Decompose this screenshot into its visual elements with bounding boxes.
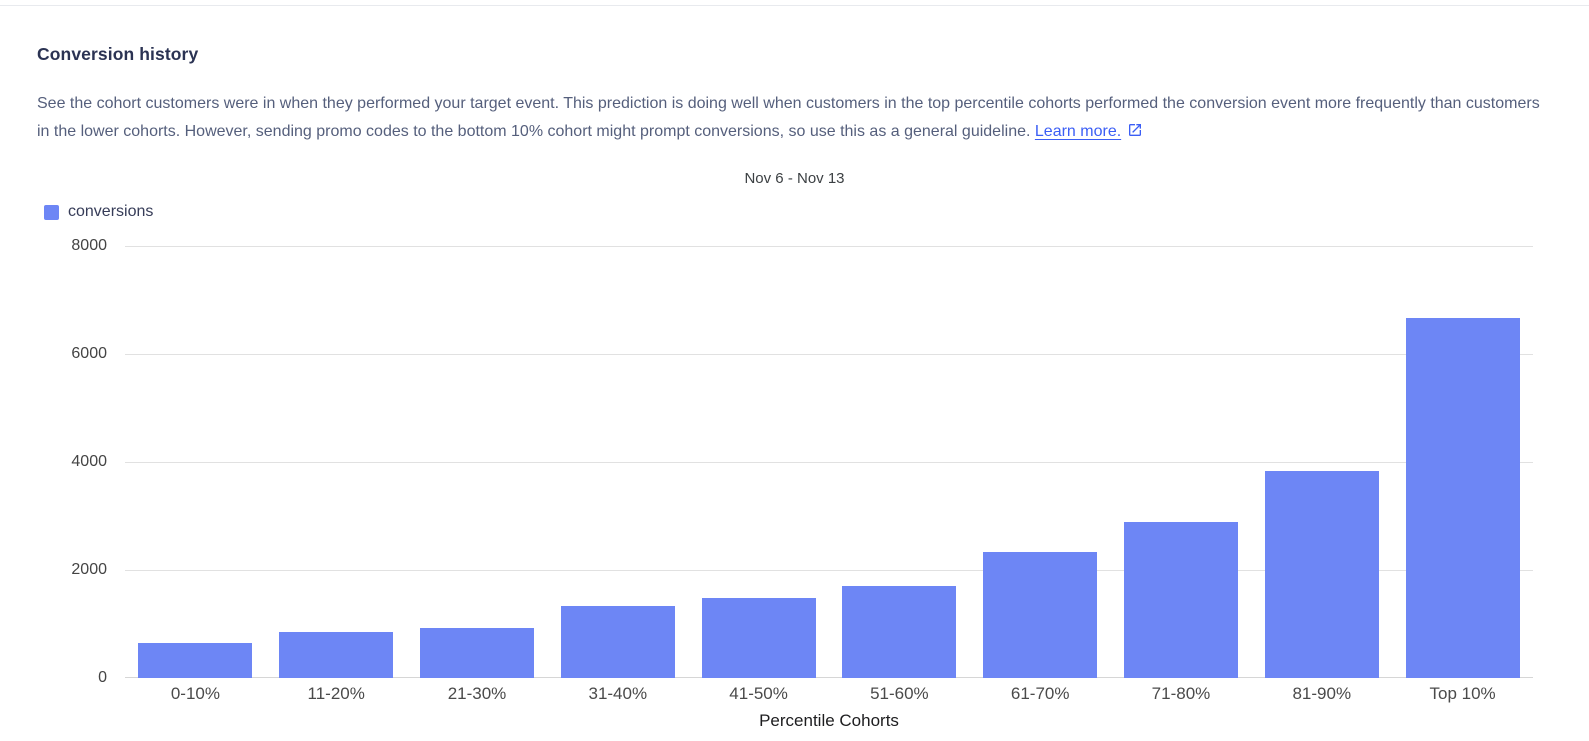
bar-slot xyxy=(266,246,407,678)
bar-slot xyxy=(125,246,266,678)
bar-31-40%[interactable] xyxy=(560,606,675,678)
legend-label: conversions xyxy=(68,203,154,220)
gridline-2000 xyxy=(125,570,1533,571)
bar-slot xyxy=(407,246,548,678)
x-axis-title: Percentile Cohorts xyxy=(759,711,899,730)
y-axis-labels: 0 2000 4000 6000 8000 xyxy=(0,237,115,686)
bar-slot xyxy=(829,246,970,678)
bar-41-50%[interactable] xyxy=(701,598,816,678)
bar-slot xyxy=(970,246,1111,678)
x-tick-label: 51-60% xyxy=(870,684,929,703)
bars-row xyxy=(125,246,1533,678)
learn-more-link[interactable]: Learn more. xyxy=(1034,122,1122,140)
bar-0-10%[interactable] xyxy=(138,642,253,678)
x-tick-label: 71-80% xyxy=(1151,684,1211,703)
legend-swatch xyxy=(44,204,59,220)
chart-title: Nov 6 - Nov 13 xyxy=(744,170,845,187)
y-tick-label: 8000 xyxy=(71,237,107,254)
x-tick-label: 41-50% xyxy=(729,684,788,703)
description-paragraph: See the cohort customers were in when th… xyxy=(37,90,1540,147)
conversion-history-chart: Nov 6 - Nov 13 conversions 0 2000 4000 6000… xyxy=(0,160,1589,730)
chart-legend: conversions xyxy=(44,203,153,221)
x-tick-label: 11-20% xyxy=(307,684,365,703)
y-tick-label: 0 xyxy=(98,669,107,686)
y-tick-label: 2000 xyxy=(71,561,107,578)
gridline-4000 xyxy=(125,462,1533,463)
x-tick-label: 81-90% xyxy=(1292,684,1352,703)
bar-Top 10%[interactable] xyxy=(1405,317,1520,678)
bar-slot xyxy=(1111,246,1252,678)
top-divider xyxy=(0,5,1589,6)
x-tick-label: Top 10% xyxy=(1429,684,1496,703)
bar-21-30%[interactable] xyxy=(419,627,534,678)
x-tick-label: 61-70% xyxy=(1010,684,1070,703)
external-link-icon[interactable] xyxy=(1127,120,1143,148)
x-tick-label: 21-30% xyxy=(447,684,507,703)
description-text: See the cohort customers were in when th… xyxy=(37,95,1540,140)
bar-slot xyxy=(1251,246,1392,678)
page-title: Conversion history xyxy=(37,44,199,64)
bar-slot xyxy=(1392,246,1533,678)
plot-area xyxy=(125,246,1533,678)
x-tick-label: 31-40% xyxy=(588,684,648,703)
y-tick-label: 6000 xyxy=(71,345,107,362)
bar-slot xyxy=(547,246,688,678)
x-tick-label: 0-10% xyxy=(170,684,220,703)
bar-81-90%[interactable] xyxy=(1264,471,1379,678)
bar-61-70%[interactable] xyxy=(983,552,1098,678)
y-tick-label: 4000 xyxy=(71,453,107,470)
bar-slot xyxy=(688,246,829,678)
gridline-6000 xyxy=(125,354,1533,355)
bar-51-60%[interactable] xyxy=(842,586,957,678)
x-axis-labels: 0-10% 11-20% 21-30% 31-40% 41-50% 51-60% 61-70… xyxy=(125,684,1533,704)
gridline-8000 xyxy=(125,246,1533,247)
bar-11-20%[interactable] xyxy=(279,632,394,678)
bar-71-80%[interactable] xyxy=(1123,521,1238,678)
gridline-0 xyxy=(125,677,1533,678)
